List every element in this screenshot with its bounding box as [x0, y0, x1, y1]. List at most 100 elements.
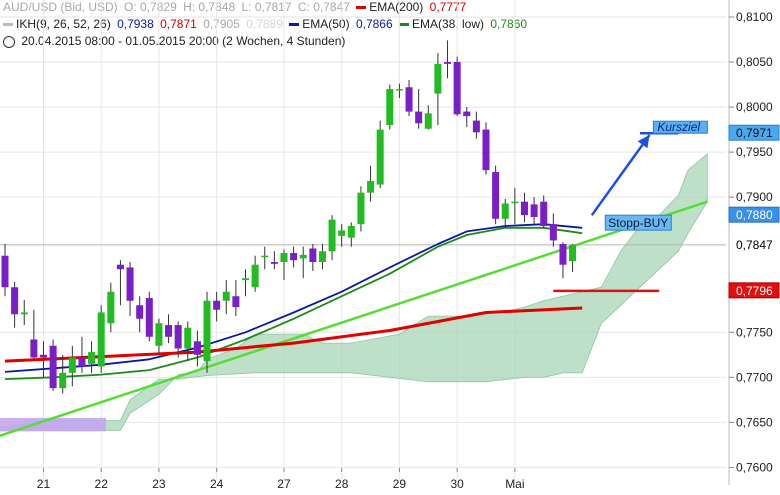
y-tick-label: 0,7900	[736, 190, 773, 204]
price-label-text: 0,7847	[736, 238, 773, 252]
candle-body	[492, 171, 500, 219]
y-tick-label: 0,7650	[736, 415, 773, 429]
ohlc-high: H: 0,7848	[183, 0, 236, 14]
candle-body	[107, 291, 115, 324]
x-tick-label: 27	[277, 477, 291, 491]
candle-body	[444, 62, 452, 64]
ema200-swatch	[356, 6, 367, 10]
ema38-swatch	[398, 23, 409, 27]
candle-body	[222, 291, 230, 301]
price-label-text: 0,7796	[736, 284, 773, 298]
candle-body	[463, 111, 471, 117]
candle-body	[530, 204, 538, 217]
ohlc-low: L: 0,7817	[241, 0, 292, 14]
candle-body	[165, 325, 173, 337]
candle-body	[415, 111, 423, 124]
target-arrow-head	[637, 135, 650, 149]
candle-body	[472, 120, 480, 133]
instrument-label: AUD/USD (Bid, USD)	[3, 0, 118, 14]
x-tick-label: 30	[450, 477, 464, 491]
candle-body	[145, 298, 153, 337]
clock-icon	[3, 35, 15, 48]
ikh-label: IKH(9, 26, 52, 26)	[16, 17, 111, 31]
candle-body	[309, 248, 317, 263]
candle-body	[511, 201, 519, 204]
x-tick-label: 23	[152, 477, 166, 491]
candle-body	[78, 357, 86, 367]
candle-body	[68, 357, 76, 373]
candle-body	[540, 201, 548, 226]
ema50-value: 0,7866	[355, 17, 393, 31]
candle-body	[395, 89, 403, 91]
ohlc-close: C: 0,7847	[297, 0, 350, 14]
y-tick-label: 0,8050	[736, 55, 773, 69]
candle-body	[357, 192, 365, 225]
trendline	[0, 200, 708, 437]
ikh-swatch	[3, 23, 13, 27]
price-label-text: 0,7971	[736, 126, 773, 140]
x-tick-label: Mai	[505, 477, 524, 491]
ema200-line	[4, 306, 583, 363]
candle-body	[251, 264, 259, 288]
price-label-box	[728, 206, 780, 223]
ikh-value-3: 0,7905	[203, 17, 240, 31]
candle-body	[549, 224, 557, 241]
ikh-value-1: 0,7938	[117, 17, 154, 31]
stopp-buy-box	[604, 214, 672, 231]
candle-body	[347, 225, 355, 238]
candle-body	[213, 300, 221, 310]
candle-body	[482, 129, 490, 171]
candle-body	[338, 230, 346, 236]
ema50-line	[4, 223, 583, 373]
target-arrow	[590, 134, 651, 216]
candle-body	[367, 180, 375, 193]
x-tick-label: 29	[393, 477, 407, 491]
candle-body	[299, 254, 307, 259]
candle-body	[136, 305, 144, 319]
candle-body	[270, 262, 278, 264]
candle-body	[203, 300, 211, 362]
ema38-line	[4, 226, 583, 380]
candle-body	[155, 323, 163, 346]
candle-body	[261, 255, 269, 258]
candle-body	[59, 372, 67, 389]
candle-body	[97, 312, 105, 367]
candle-body	[328, 219, 336, 252]
candle-body	[569, 244, 577, 262]
candle-body	[290, 253, 298, 261]
x-tick-label: 21	[37, 477, 51, 491]
legend-row-3: 20.04.2015 08:00 - 01.05.2015 20:00 (2 W…	[0, 34, 600, 51]
price-label-box	[728, 124, 780, 141]
candle-body	[386, 89, 394, 126]
candle-body	[559, 244, 567, 265]
y-tick-label: 0,7600	[736, 460, 773, 474]
y-tick-label: 0,7950	[736, 145, 773, 159]
ema50-label: EMA(50)	[302, 17, 350, 31]
candle-body	[184, 327, 192, 349]
y-tick-label: 0,8000	[736, 100, 773, 114]
y-tick-label: 0,7750	[736, 325, 773, 339]
price-label-box	[728, 282, 780, 299]
candle-body	[318, 251, 326, 263]
x-tick-label: 24	[210, 477, 224, 491]
candle-body	[1, 255, 9, 288]
price-label-text: 0,7880	[736, 208, 773, 222]
ema200-label: EMA(200)	[369, 0, 424, 14]
kursziel-box	[652, 120, 708, 134]
ema38-value: 0,7860	[490, 17, 528, 31]
ema50-swatch	[289, 23, 300, 27]
ikh-value-4: 0,7889	[246, 17, 283, 31]
candle-body	[20, 312, 28, 315]
ichimoku-cloud	[0, 153, 708, 432]
candle-body	[232, 296, 240, 308]
candle-body	[116, 264, 124, 270]
period-label: 20.04.2015 08:00 - 01.05.2015 20:00 (2 W…	[21, 34, 346, 48]
x-tick-label: 22	[95, 477, 109, 491]
candle-body	[376, 129, 384, 185]
y-tick-label: 0,7700	[736, 370, 773, 384]
candle-body	[280, 253, 288, 263]
candle-body	[242, 278, 249, 281]
candle-body	[126, 267, 134, 301]
ema38-label: EMA(38, low)	[411, 17, 485, 31]
candle-body	[193, 341, 201, 355]
